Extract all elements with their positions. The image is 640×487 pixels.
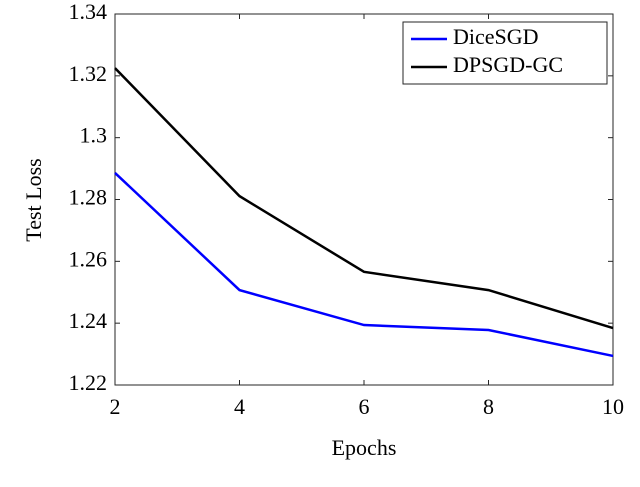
x-tick-label: 10 — [602, 394, 624, 419]
y-tick-label: 1.24 — [69, 308, 108, 333]
line-series — [114, 67, 614, 330]
y-tick-label: 1.28 — [69, 185, 108, 210]
y-axis-label: Test Loss — [21, 158, 46, 241]
y-tick-label: 1.32 — [69, 61, 108, 86]
x-tick-label: 8 — [483, 394, 494, 419]
x-axis-label: Epochs — [332, 435, 397, 460]
legend-box — [402, 21, 608, 85]
y-tick-label: 1.3 — [80, 123, 108, 148]
legend: DiceSGD DPSGD-GC — [402, 21, 608, 85]
x-tick-label: 4 — [234, 394, 245, 419]
legend-label: DPSGD-GC — [453, 52, 563, 77]
legend-label: DiceSGD — [453, 24, 539, 49]
x-tick-label: 2 — [110, 394, 121, 419]
x-tick-label: 6 — [359, 394, 370, 419]
line-series — [114, 172, 614, 358]
y-tick-label: 1.34 — [69, 0, 108, 24]
y-tick-label: 1.26 — [69, 246, 108, 271]
y-tick-label: 1.22 — [69, 370, 108, 395]
